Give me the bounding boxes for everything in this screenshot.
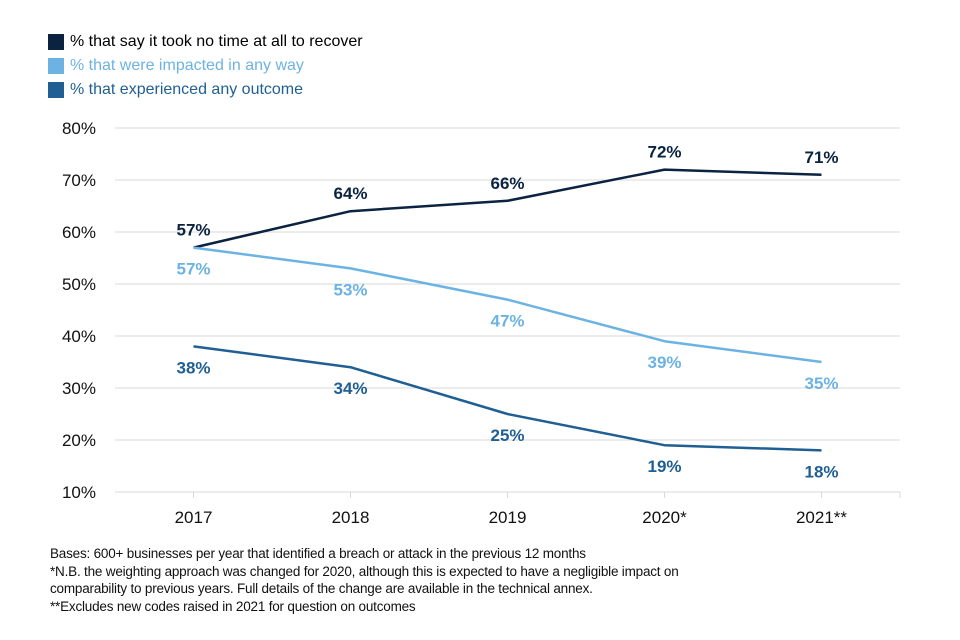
x-tick-label: 2021** [796,508,847,527]
y-tick-label: 20% [62,431,96,450]
data-label: 34% [333,379,367,398]
data-label: 64% [333,184,367,203]
y-tick-label: 60% [62,223,96,242]
footnote-excludes: **Excludes new codes raised in 2021 for … [50,598,416,614]
x-axis: 2017 2018 2019 2020* 2021** [175,492,901,527]
legend-swatch [48,82,64,98]
data-label: 19% [647,457,681,476]
data-label: 53% [333,280,367,299]
data-label: 57% [176,260,210,279]
series-line [193,246,822,364]
legend-label: % that experienced any outcome [70,81,304,98]
footnote-weighting: *N.B. the weighting approach was changed… [50,563,679,579]
x-tick-label: 2017 [175,508,213,527]
data-labels: 57% 64% 66% 72% 71% 57% 53% 47% 39% 35% 38% 34% 25% 1… [176,143,838,482]
data-label: 47% [490,312,524,331]
legend-item-any-outcome: % that experienced any outcome [48,78,363,102]
data-label: 18% [804,462,838,481]
data-label: 66% [490,174,524,193]
x-tick-label: 2018 [332,508,370,527]
chart-footnotes: Bases: 600+ businesses per year that ide… [50,545,679,615]
line-chart: 10% 20% 30% 40% 50% 60% 70% 80% 2017 2018 2019 202… [62,119,901,527]
legend-label: % that say it took no time at all to rec… [70,33,363,50]
data-label: 72% [647,143,681,162]
chart-legend: % that say it took no time at all to rec… [48,30,363,102]
data-label: 35% [804,374,838,393]
data-label: 38% [176,358,210,377]
y-tick-label: 40% [62,327,96,346]
data-label: 25% [490,426,524,445]
y-tick-label: 50% [62,275,96,294]
gridlines [115,127,900,493]
y-tick-label: 80% [62,119,96,138]
footnote-weighting-cont: comparability to previous years. Full de… [50,581,593,596]
data-label: 57% [176,221,210,240]
data-label: 71% [804,148,838,167]
legend-item-no-time-to-recover: % that say it took no time at all to rec… [48,30,363,54]
data-label: 39% [647,353,681,372]
x-tick-label: 2020* [642,508,687,527]
y-tick-label: 70% [62,171,96,190]
legend-label: % that were impacted in any way [70,57,304,74]
x-tick-label: 2019 [489,508,527,527]
legend-swatch [48,58,64,74]
y-axis: 10% 20% 30% 40% 50% 60% 70% 80% [62,119,96,502]
legend-swatch [48,34,64,50]
y-tick-label: 10% [62,483,96,502]
legend-item-impacted: % that were impacted in any way [48,54,363,78]
footnote-bases: Bases: 600+ businesses per year that ide… [50,546,586,561]
y-tick-label: 30% [62,379,96,398]
series-lines [193,168,822,452]
